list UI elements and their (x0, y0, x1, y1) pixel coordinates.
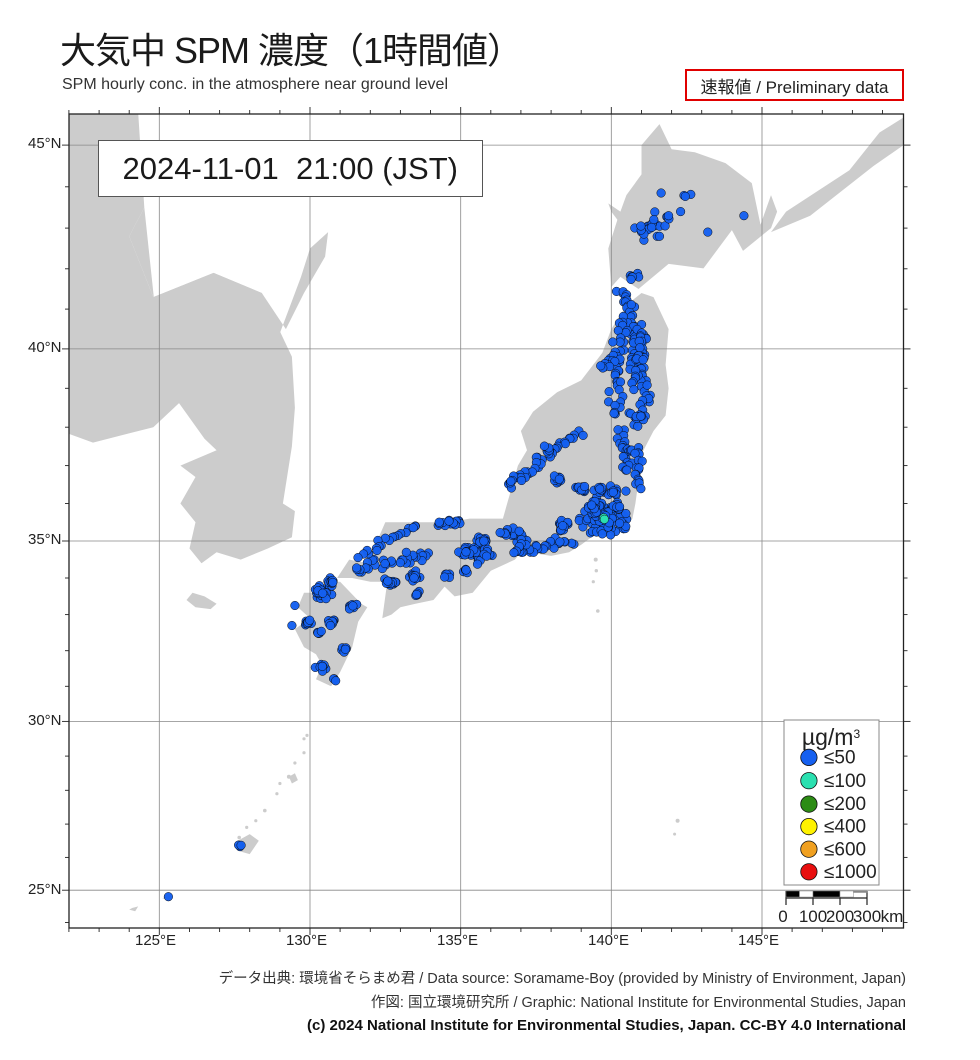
svg-text:200: 200 (826, 907, 854, 926)
svg-text:≤100: ≤100 (824, 771, 866, 792)
svg-text:µg/m3: µg/m3 (802, 724, 861, 750)
svg-text:km: km (881, 907, 904, 926)
svg-text:≤50: ≤50 (824, 748, 856, 769)
svg-text:300: 300 (853, 907, 881, 926)
svg-text:≤400: ≤400 (824, 817, 866, 838)
svg-text:≤600: ≤600 (824, 839, 866, 860)
svg-text:≤1000: ≤1000 (824, 862, 877, 883)
svg-text:100: 100 (799, 907, 827, 926)
svg-text:≤200: ≤200 (824, 794, 866, 815)
svg-text:0: 0 (778, 907, 787, 926)
